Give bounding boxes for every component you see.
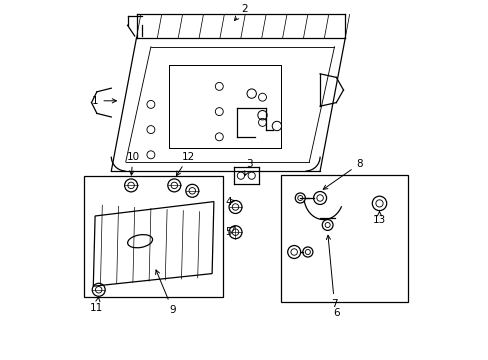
Text: 9: 9 xyxy=(155,270,176,315)
Text: 6: 6 xyxy=(332,308,339,318)
Text: 11: 11 xyxy=(90,297,103,313)
Text: 7: 7 xyxy=(325,235,337,309)
Bar xyxy=(280,175,407,302)
Text: 2: 2 xyxy=(234,4,247,21)
Text: 1: 1 xyxy=(92,96,116,106)
Text: 12: 12 xyxy=(176,152,195,176)
Text: 4: 4 xyxy=(224,197,234,207)
Text: 3: 3 xyxy=(244,159,253,175)
Text: 10: 10 xyxy=(126,152,139,175)
Text: 8: 8 xyxy=(323,159,362,189)
Text: 5: 5 xyxy=(224,226,234,237)
Text: 13: 13 xyxy=(372,211,386,225)
Bar xyxy=(84,176,223,297)
